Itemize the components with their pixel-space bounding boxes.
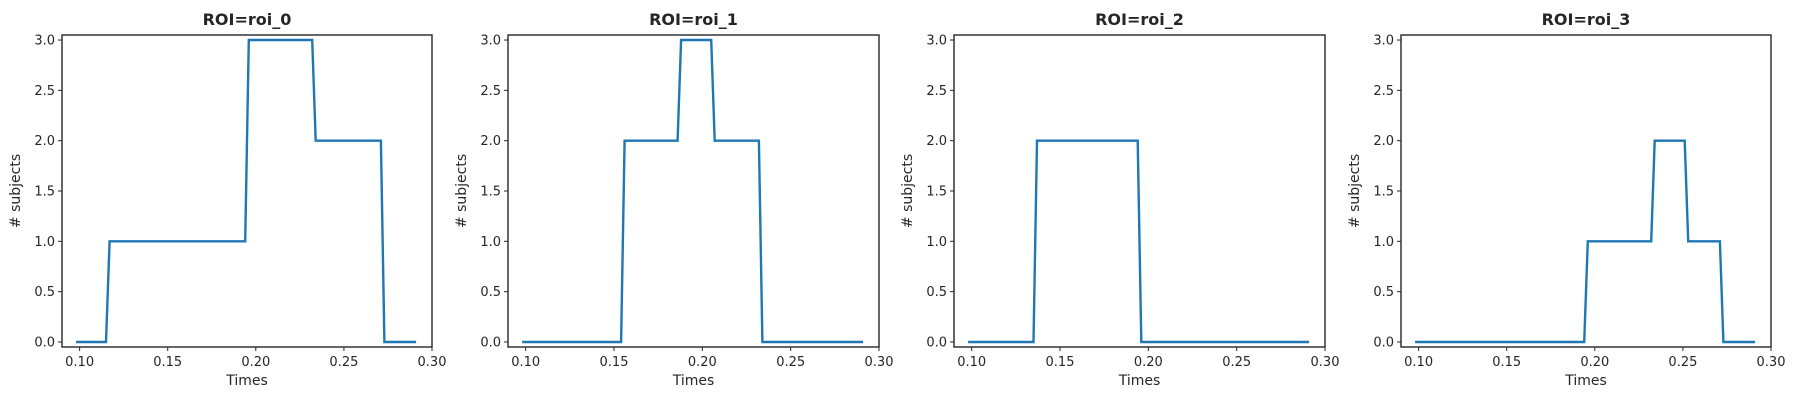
series-line-0 (1415, 139, 1756, 344)
x-tick-label: 0.15 (1046, 355, 1075, 370)
x-tick-label: 0.20 (688, 355, 717, 370)
x-axis-label: Times (672, 373, 715, 389)
subplot-0: ROI=roi_0 0.10 0.15 0.20 0.25 0.30 0.0 0.5 1.0 1.… (8, 10, 446, 389)
x-tick-label: 0.20 (1134, 355, 1163, 370)
x-tick-label: 0.20 (241, 355, 270, 370)
subplot-title: ROI=roi_1 (649, 10, 738, 29)
y-tick-label: 0.5 (34, 285, 55, 300)
x-tick-label: 0.10 (511, 355, 540, 370)
y-tick-label: 1.5 (34, 185, 55, 200)
x-tick-label: 0.25 (1222, 355, 1251, 370)
y-tick-label: 0.0 (926, 335, 947, 350)
subplot-title: ROI=roi_0 (203, 10, 292, 29)
subplot-2: ROI=roi_2 0.10 0.15 0.20 0.25 0.30 0.0 0.5 1.0 1.… (900, 10, 1339, 389)
y-tick-label: 1.0 (1373, 235, 1394, 250)
x-tick-label: 0.15 (153, 355, 182, 370)
x-tick-label: 0.25 (1668, 355, 1697, 370)
y-axis-label: # subjects (1347, 154, 1363, 228)
y-tick-label: 3.0 (1373, 34, 1394, 49)
y-tick-label: 0.0 (480, 335, 501, 350)
subplots-group: ROI=roi_0 0.10 0.15 0.20 0.25 0.30 0.0 0.5 1.0 1.… (8, 10, 1785, 389)
x-axis-label: Times (1564, 373, 1607, 389)
x-tick-label: 0.30 (1311, 355, 1340, 370)
y-tick-label: 1.0 (480, 235, 501, 250)
x-tick-label: 0.25 (776, 355, 805, 370)
x-tick-label: 0.10 (957, 355, 986, 370)
y-tick-label: 1.0 (34, 235, 55, 250)
x-tick-label: 0.10 (1404, 355, 1433, 370)
x-tick-label: 0.25 (329, 355, 358, 370)
y-tick-label: 3.0 (34, 34, 55, 49)
y-tick-label: 0.0 (1373, 335, 1394, 350)
y-tick-label: 1.0 (926, 235, 947, 250)
y-axis-label: # subjects (900, 154, 916, 228)
x-tick-label: 0.15 (600, 355, 629, 370)
y-tick-label: 1.5 (480, 185, 501, 200)
series-line-0 (76, 38, 417, 344)
y-tick-label: 2.0 (1373, 134, 1394, 149)
axes-frame (507, 34, 880, 348)
y-tick-label: 2.5 (926, 84, 947, 99)
y-tick-label: 3.0 (480, 34, 501, 49)
y-tick-label: 2.5 (480, 84, 501, 99)
x-tick-label: 0.30 (1757, 355, 1786, 370)
y-tick-label: 2.0 (926, 134, 947, 149)
subplot-title: ROI=roi_3 (1542, 10, 1631, 29)
y-tick-label: 2.0 (480, 134, 501, 149)
y-tick-label: 1.5 (926, 185, 947, 200)
series-line-0 (968, 139, 1310, 344)
x-axis-label: Times (1118, 373, 1161, 389)
y-tick-label: 0.0 (34, 335, 55, 350)
subplot-title: ROI=roi_2 (1095, 10, 1184, 29)
y-tick-label: 2.5 (34, 84, 55, 99)
y-axis-label: # subjects (8, 154, 24, 228)
x-tick-label: 0.30 (865, 355, 894, 370)
y-tick-label: 0.5 (926, 285, 947, 300)
y-tick-label: 1.5 (1373, 185, 1394, 200)
series-line-0 (522, 38, 864, 344)
y-tick-label: 2.5 (1373, 84, 1394, 99)
x-tick-label: 0.10 (65, 355, 94, 370)
x-tick-label: 0.15 (1492, 355, 1521, 370)
y-tick-label: 0.5 (480, 285, 501, 300)
subplot-3: ROI=roi_3 0.10 0.15 0.20 0.25 0.30 0.0 0.5 1.0 1.… (1347, 10, 1785, 389)
y-axis-label: # subjects (454, 154, 470, 228)
y-tick-label: 3.0 (926, 34, 947, 49)
subplot-1: ROI=roi_1 0.10 0.15 0.20 0.25 0.30 0.0 0.5 1.0 1.… (454, 10, 893, 389)
x-tick-label: 0.20 (1580, 355, 1609, 370)
y-tick-label: 0.5 (1373, 285, 1394, 300)
y-tick-label: 2.0 (34, 134, 55, 149)
x-axis-label: Times (225, 373, 268, 389)
x-tick-label: 0.30 (418, 355, 447, 370)
